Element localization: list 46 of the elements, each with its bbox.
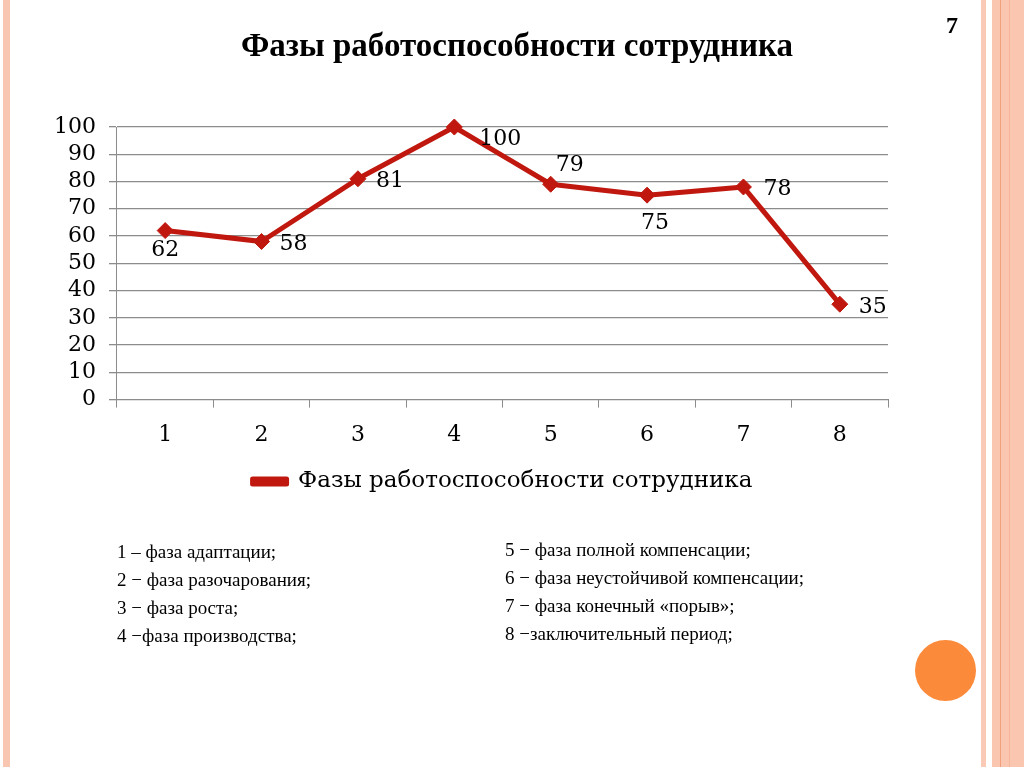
point bbox=[445, 118, 463, 136]
data-label: 75 bbox=[641, 208, 670, 234]
legend-label: Фазы работоспособности сотрудника bbox=[298, 466, 753, 493]
text: 6 − фаза неустойчивой компенсации; bbox=[505, 567, 804, 590]
text: 4 −фаза производства; bbox=[117, 625, 297, 648]
data-label: 35 bbox=[858, 292, 887, 318]
point bbox=[638, 186, 656, 204]
data-label: 58 bbox=[279, 230, 308, 256]
y-tick-label: 50 bbox=[67, 249, 96, 275]
data-label: 79 bbox=[555, 150, 584, 176]
chart-title: Фазы работоспособности сотрудника bbox=[240, 26, 794, 63]
x-tick-label: 5 bbox=[543, 420, 558, 446]
data-label: 62 bbox=[151, 236, 180, 262]
y-tick-label: 60 bbox=[67, 221, 96, 247]
text: 7 − фаза конечный «порыв»; bbox=[505, 595, 735, 618]
text: 8 −заключительный период; bbox=[505, 623, 733, 646]
point bbox=[349, 170, 367, 188]
y-tick-label: 20 bbox=[67, 330, 96, 356]
point bbox=[542, 175, 560, 193]
data-label: 100 bbox=[479, 124, 522, 150]
x-tick-label: 2 bbox=[254, 420, 269, 446]
y-tick-label: 40 bbox=[67, 276, 96, 302]
x-tick-label: 7 bbox=[736, 420, 751, 446]
data-label: 81 bbox=[375, 166, 404, 192]
x-tick-label: 1 bbox=[158, 420, 173, 446]
y-tick-label: 10 bbox=[67, 358, 96, 384]
point bbox=[253, 232, 271, 250]
x-tick-label: 8 bbox=[832, 420, 847, 446]
data-label: 78 bbox=[763, 174, 792, 200]
text: 2 − фаза разочарования; bbox=[117, 569, 311, 592]
x-tick-label: 3 bbox=[350, 420, 365, 446]
point bbox=[831, 295, 849, 313]
y-tick-label: 70 bbox=[67, 194, 96, 220]
point bbox=[156, 222, 174, 240]
y-tick-label: 100 bbox=[53, 112, 96, 138]
y-tick-label: 90 bbox=[67, 139, 96, 165]
x-tick-label: 6 bbox=[640, 420, 655, 446]
y-tick-label: 80 bbox=[67, 167, 96, 193]
text: 1 – фаза адаптации; bbox=[117, 541, 277, 564]
text: 7 bbox=[946, 12, 958, 38]
x-tick-label: 4 bbox=[447, 420, 462, 446]
y-tick-label: 0 bbox=[81, 385, 96, 411]
point bbox=[734, 178, 752, 196]
text: 3 − фаза роста; bbox=[117, 597, 239, 620]
text: 5 − фаза полной компенсации; bbox=[505, 539, 751, 562]
y-tick-label: 30 bbox=[67, 303, 96, 329]
